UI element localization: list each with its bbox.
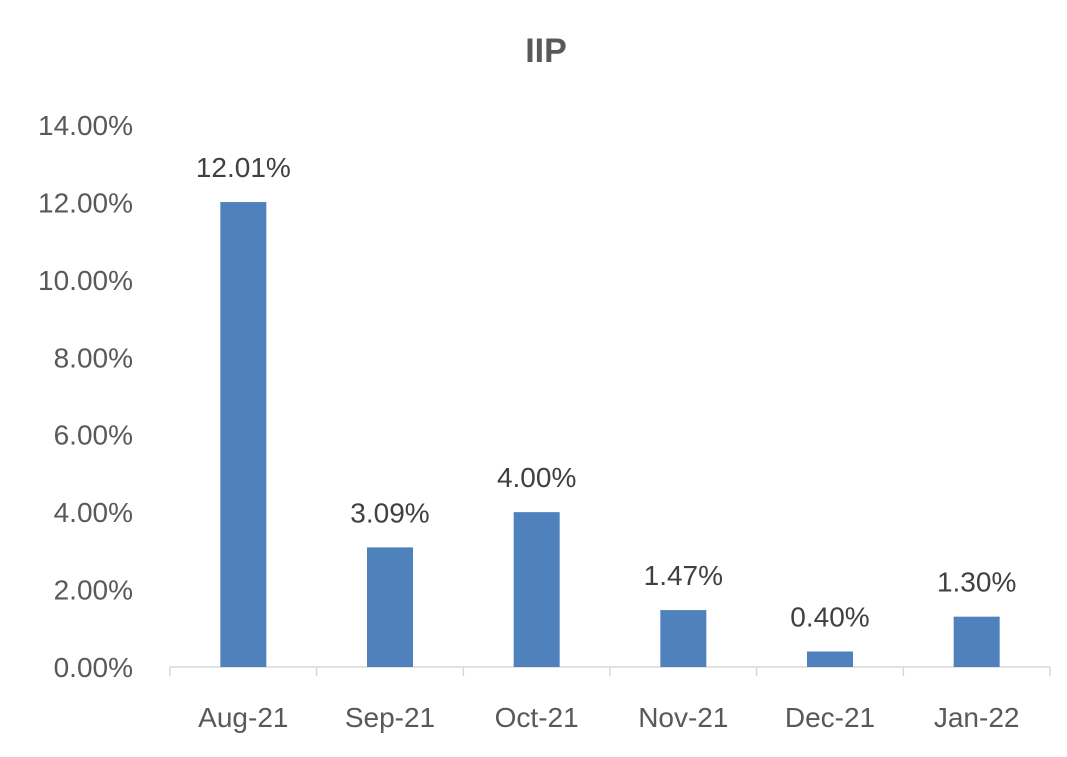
data-label: 0.40%: [790, 602, 869, 633]
bar-nov-21: [660, 610, 707, 667]
y-tick-label: 12.00%: [38, 187, 133, 218]
y-tick-label: 0.00%: [54, 652, 133, 683]
data-label: 3.09%: [350, 497, 429, 528]
y-tick-label: 10.00%: [38, 265, 133, 296]
x-tick-label: Oct-21: [495, 702, 579, 733]
bars: [220, 202, 1000, 667]
x-axis: [169, 666, 1051, 676]
chart-title: IIP: [525, 32, 567, 70]
data-label: 4.00%: [497, 462, 576, 493]
bar-aug-21: [220, 202, 267, 667]
x-tick-label: Nov-21: [638, 702, 728, 733]
y-tick-label: 4.00%: [54, 497, 133, 528]
data-label: 12.01%: [196, 152, 291, 183]
data-labels: 12.01% 3.09% 4.00% 1.47% 0.40% 1.30%: [196, 152, 1017, 632]
bar-oct-21: [513, 512, 560, 667]
data-label: 1.30%: [937, 567, 1016, 598]
x-tick-label: Aug-21: [198, 702, 288, 733]
y-tick-label: 6.00%: [54, 420, 133, 451]
y-tick-label: 8.00%: [54, 342, 133, 373]
bar-jan-22: [953, 616, 1000, 667]
data-label: 1.47%: [644, 560, 723, 591]
bar-dec-21: [807, 651, 853, 667]
bar-sep-21: [367, 547, 413, 667]
y-tick-label: 2.00%: [54, 575, 133, 606]
x-tick-label: Sep-21: [345, 702, 435, 733]
x-tick-label: Dec-21: [785, 702, 875, 733]
y-axis-tick-labels: 0.00% 2.00% 4.00% 6.00% 8.00% 10.00% 12.00% 14.…: [38, 110, 133, 683]
y-tick-label: 14.00%: [38, 110, 133, 141]
x-axis-tick-labels: Aug-21 Sep-21 Oct-21 Nov-21 Dec-21 Jan-22: [198, 702, 1019, 733]
x-tick-label: Jan-22: [934, 702, 1020, 733]
